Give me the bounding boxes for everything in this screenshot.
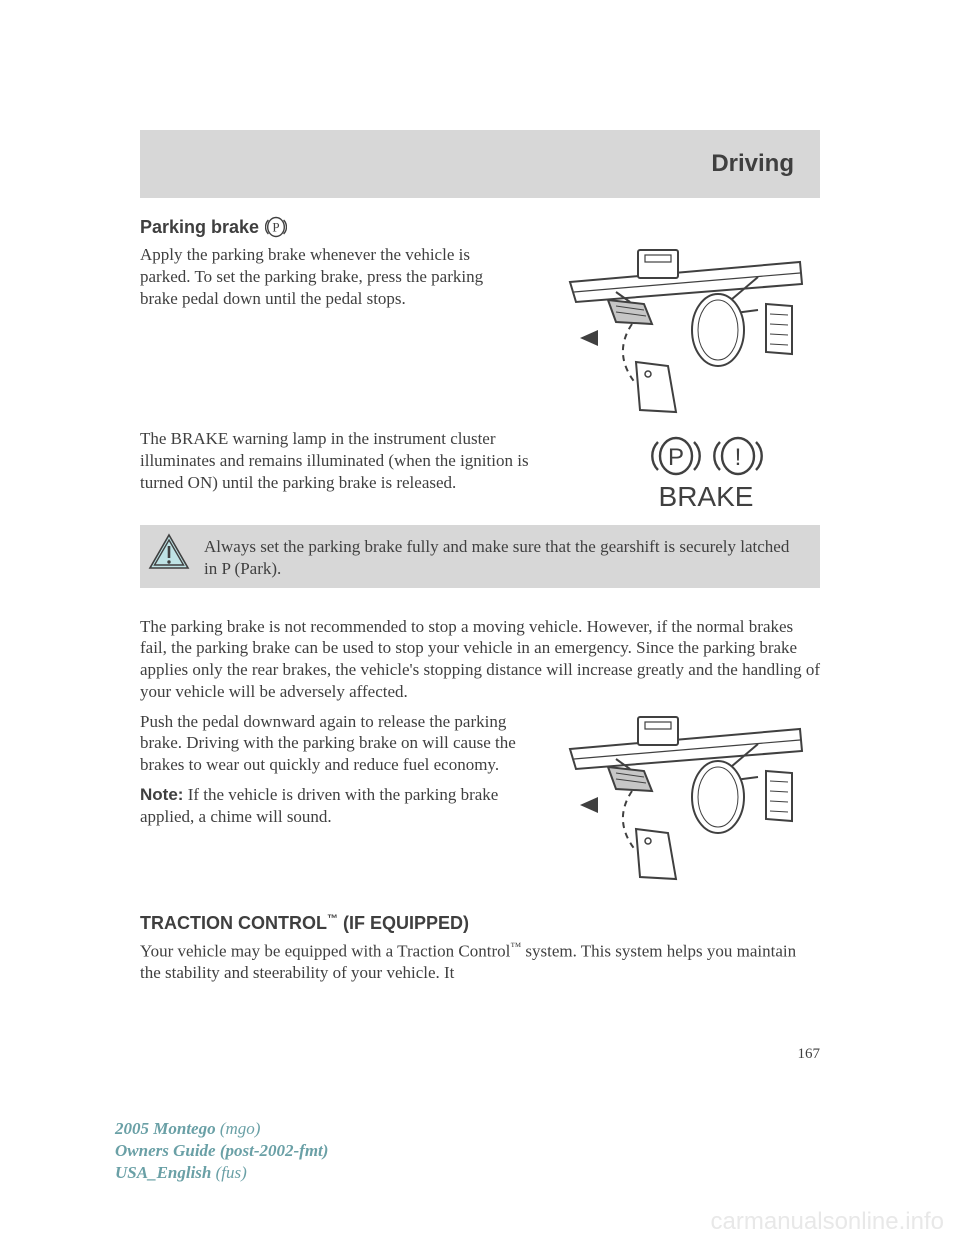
note-text: If the vehicle is driven with the parkin… xyxy=(140,785,498,826)
warning-box: Always set the parking brake fully and m… xyxy=(140,525,820,588)
para-release: Push the pedal downward again to release… xyxy=(140,711,520,776)
header-band: Driving xyxy=(140,130,820,198)
p-symbol-icon: P xyxy=(265,216,287,238)
note-label: Note: xyxy=(140,785,183,804)
footer-lang: USA_English xyxy=(115,1163,211,1182)
warning-triangle-icon xyxy=(148,533,190,576)
para-note: Note: If the vehicle is driven with the … xyxy=(140,784,520,828)
svg-text:P: P xyxy=(668,444,684,471)
svg-text:BRAKE: BRAKE xyxy=(659,481,754,512)
tc-heading-a: TRACTION CONTROL xyxy=(140,913,327,933)
watermark: carmanualsonline.info xyxy=(711,1208,944,1236)
pedal-illustration-2 xyxy=(540,711,820,886)
para-lamp: The BRAKE warning lamp in the instrument… xyxy=(140,428,570,493)
footer-line2: Owners Guide (post-2002-fmt) xyxy=(115,1140,328,1162)
footer-code3: (fus) xyxy=(211,1163,246,1182)
svg-text:!: ! xyxy=(735,444,742,471)
pedal-illustration xyxy=(540,244,820,419)
footer-guide: Owners Guide (post-2002-fmt) xyxy=(115,1141,328,1160)
para-not-recommended: The parking brake is not recommended to … xyxy=(140,616,820,703)
para-traction: Your vehicle may be equipped with a Trac… xyxy=(140,940,820,984)
row-brake-lamp: The BRAKE warning lamp in the instrument… xyxy=(140,428,820,519)
traction-control-heading: TRACTION CONTROL™ (IF EQUIPPED) xyxy=(140,913,820,934)
footer-model: 2005 Montego xyxy=(115,1119,216,1138)
tm-symbol-2: ™ xyxy=(510,941,521,953)
brake-lamp-icon: P ! BRAKE xyxy=(630,434,820,514)
warning-text: Always set the parking brake fully and m… xyxy=(204,533,806,580)
footer-code1: (mgo) xyxy=(216,1119,261,1138)
parking-brake-heading: Parking brake xyxy=(140,217,259,238)
footer-line3: USA_English (fus) xyxy=(115,1162,328,1184)
page-number: 167 xyxy=(798,1046,821,1063)
content-area: Parking brake P Apply the parking brake … xyxy=(140,216,820,992)
tm-symbol: ™ xyxy=(327,913,338,925)
footer: 2005 Montego (mgo) Owners Guide (post-20… xyxy=(115,1118,328,1184)
tc-p1a: Your vehicle may be equipped with a Trac… xyxy=(140,941,510,960)
chapter-title: Driving xyxy=(711,150,794,178)
footer-line1: 2005 Montego (mgo) xyxy=(115,1118,328,1140)
svg-text:P: P xyxy=(272,220,279,235)
row-apply-brake: Apply the parking brake whenever the veh… xyxy=(140,244,820,424)
para-apply: Apply the parking brake whenever the veh… xyxy=(140,244,520,309)
page: Driving Parking brake P Apply the parkin… xyxy=(0,0,960,1242)
tc-heading-b: (IF EQUIPPED) xyxy=(338,913,469,933)
section-heading-row: Parking brake P xyxy=(140,216,820,238)
row-release-brake: Push the pedal downward again to release… xyxy=(140,711,820,891)
